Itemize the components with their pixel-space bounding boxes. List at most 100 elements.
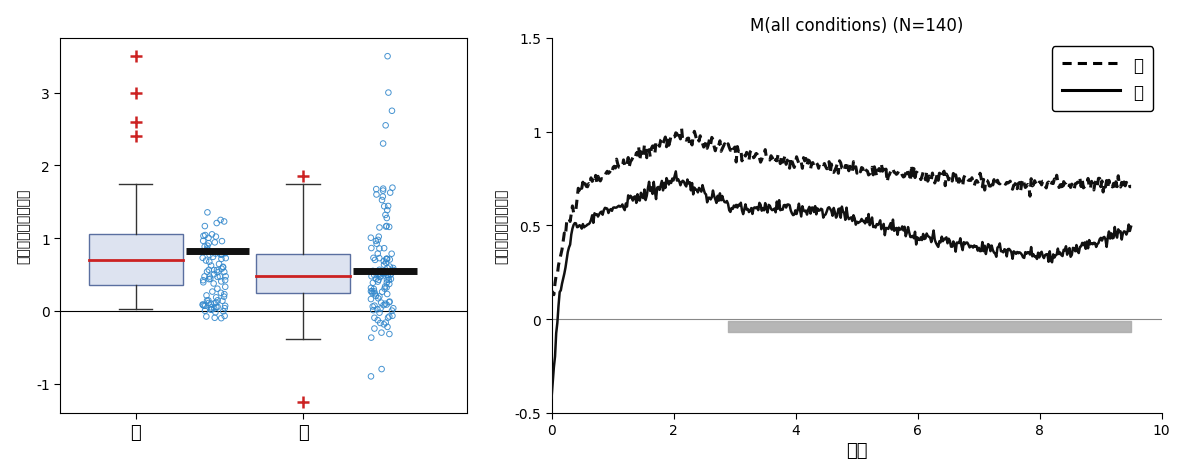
Point xyxy=(198,242,217,250)
Point xyxy=(201,273,220,281)
Point xyxy=(207,303,226,311)
Point xyxy=(203,288,222,296)
Point xyxy=(375,245,394,252)
Point xyxy=(210,260,229,268)
Point xyxy=(372,329,391,337)
Point xyxy=(195,302,214,310)
Point xyxy=(363,268,382,275)
Point xyxy=(361,234,380,242)
Point xyxy=(203,254,222,261)
Point xyxy=(368,278,387,286)
Point xyxy=(373,366,392,373)
Point xyxy=(367,191,386,199)
Point xyxy=(199,235,218,242)
Point xyxy=(380,263,399,271)
Point xyxy=(196,302,215,310)
Point xyxy=(381,276,400,283)
Point xyxy=(198,247,217,254)
Point xyxy=(199,267,218,274)
Point xyxy=(212,256,231,263)
Point xyxy=(215,293,234,301)
Point xyxy=(370,271,389,278)
Point xyxy=(362,288,381,295)
Point xyxy=(193,277,212,285)
Point xyxy=(364,255,383,262)
Point xyxy=(363,290,382,298)
Point xyxy=(369,295,388,302)
Point xyxy=(196,307,215,315)
Point xyxy=(208,273,227,281)
Point xyxy=(383,185,402,192)
Point xyxy=(366,257,385,264)
Point xyxy=(381,189,400,197)
Point xyxy=(380,277,399,284)
Point xyxy=(375,203,394,211)
Point xyxy=(370,273,389,281)
Point xyxy=(204,271,223,278)
Point xyxy=(207,233,226,241)
Point xyxy=(197,313,216,321)
Point xyxy=(370,319,389,327)
Point xyxy=(377,223,396,230)
Point xyxy=(369,277,388,284)
Point xyxy=(212,238,231,246)
Point xyxy=(362,285,381,292)
Point xyxy=(377,290,396,298)
Point xyxy=(376,122,395,130)
Point xyxy=(364,325,383,333)
Bar xyxy=(256,255,350,293)
Point xyxy=(380,299,399,307)
Point xyxy=(211,315,230,322)
Point xyxy=(208,267,227,274)
Point xyxy=(205,250,224,258)
Point xyxy=(380,313,399,321)
Point xyxy=(211,217,230,224)
Point xyxy=(212,251,231,258)
Point xyxy=(212,251,231,258)
Point xyxy=(199,258,218,266)
Point xyxy=(368,250,387,258)
Point xyxy=(377,301,396,309)
Point xyxy=(363,279,382,287)
Point xyxy=(204,267,223,274)
Point xyxy=(379,89,398,97)
Point xyxy=(367,240,386,248)
Point xyxy=(374,186,393,193)
Point xyxy=(215,312,234,320)
Point xyxy=(382,108,401,115)
Point xyxy=(370,293,389,301)
Point xyxy=(368,271,387,278)
Point xyxy=(205,239,224,247)
Point xyxy=(207,299,226,307)
Point xyxy=(379,272,398,279)
Point xyxy=(375,300,394,308)
Point xyxy=(202,262,221,270)
Point xyxy=(202,306,221,314)
Point xyxy=(380,224,399,231)
Point xyxy=(197,292,216,299)
Point xyxy=(364,286,383,293)
Point xyxy=(363,303,382,311)
Point xyxy=(370,224,389,232)
Bar xyxy=(89,235,183,286)
Point xyxy=(198,209,217,217)
Point xyxy=(202,306,221,314)
Point xyxy=(215,305,234,312)
Point xyxy=(370,245,389,253)
Point xyxy=(373,197,392,204)
Point xyxy=(193,301,212,308)
Point xyxy=(376,212,395,219)
Point xyxy=(373,270,392,278)
Point xyxy=(364,302,383,310)
Point xyxy=(380,256,399,264)
Point xyxy=(208,220,227,228)
Point xyxy=(195,243,214,251)
Point xyxy=(362,296,381,303)
Point xyxy=(373,288,392,296)
Point xyxy=(193,238,212,245)
Point xyxy=(364,314,383,322)
Point xyxy=(367,238,386,245)
Point xyxy=(377,279,396,287)
Point xyxy=(362,373,381,380)
Point xyxy=(380,298,399,306)
